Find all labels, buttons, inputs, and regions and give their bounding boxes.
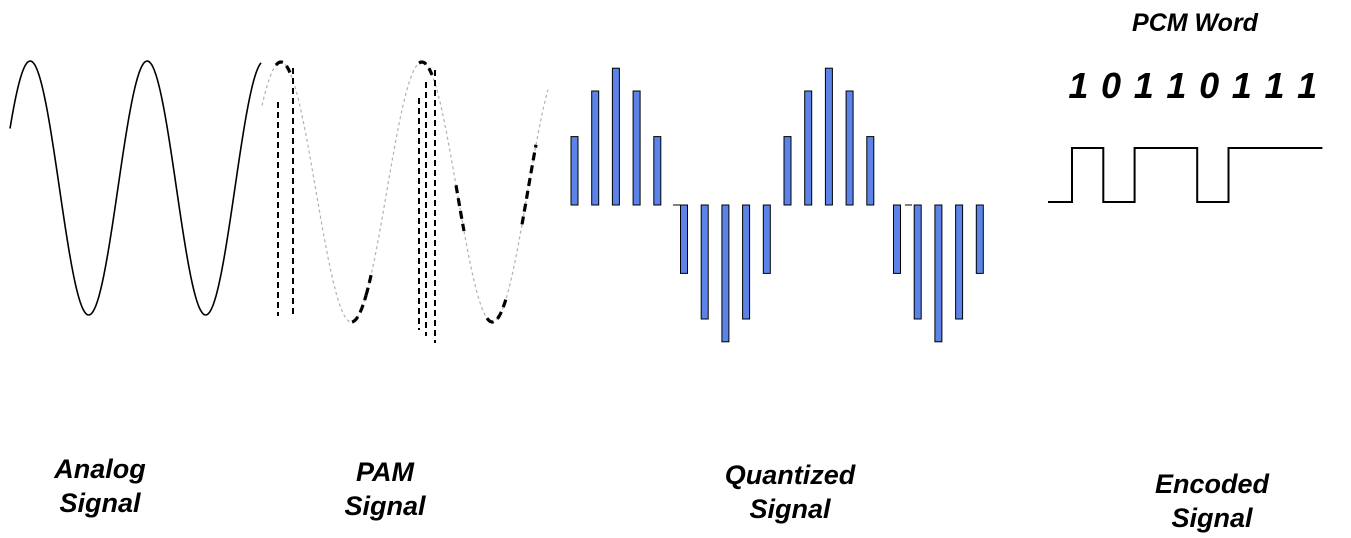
pcm-bit: 1 [1166, 65, 1187, 106]
quantized-bar [591, 90, 600, 206]
pcm-bit: 1 [1068, 65, 1089, 106]
pam-sample-segment [485, 298, 508, 324]
quantized-bar [632, 90, 641, 206]
pam-sample-segment [274, 60, 292, 74]
pam-sample-segment [351, 295, 368, 324]
quantized-bar [955, 204, 964, 320]
quantized-bar [975, 204, 984, 274]
pcm-bit: 1 [1264, 65, 1285, 106]
quantized-bar [680, 204, 688, 274]
pcm-bit: 1 [1133, 65, 1154, 106]
quantized-bar [913, 204, 922, 320]
encoded-signal-caption: Encoded Signal [1154, 469, 1269, 533]
quantized-bar [804, 90, 813, 206]
quantized-bar [570, 136, 579, 206]
pcm-bit: 0 [1199, 65, 1220, 106]
pam-signal-caption: PAM Signal [344, 457, 426, 521]
pcm-word-title: PCM Word [1132, 9, 1258, 37]
pcm-bit: 0 [1101, 65, 1122, 106]
pam-signal [261, 60, 549, 343]
quantized-bar [721, 204, 730, 343]
quantized-bar [762, 204, 771, 274]
pam-sample-segment [364, 270, 374, 296]
pam-sample-segment [454, 185, 466, 232]
quantized-bar [700, 204, 709, 320]
pam-guide-curve [261, 61, 549, 323]
quantized-bar [845, 90, 854, 206]
quantized-bar [611, 67, 620, 206]
quantized-bar [893, 204, 901, 274]
quantized-bar [934, 204, 943, 343]
quantized-signal-bars [570, 67, 984, 343]
analog-signal-wave [9, 60, 262, 316]
encoded-signal-waveform [1048, 147, 1323, 203]
pam-sample-segment [520, 144, 538, 225]
quantized-bar [866, 136, 875, 206]
pcm-bit: 1 [1231, 65, 1252, 106]
quantized-signal-caption: Quantized Signal [724, 460, 856, 524]
quantized-bar [742, 204, 751, 320]
pam-sample-segment [418, 60, 434, 76]
quantized-bar [824, 67, 833, 206]
encoded-nrz-line [1048, 147, 1323, 203]
quantized-bar [783, 136, 792, 206]
analog-signal-caption: Analog Signal [54, 454, 146, 518]
quantized-bar [653, 136, 662, 206]
analog-sine-curve [9, 60, 262, 316]
pcm-bit: 1 [1297, 65, 1318, 106]
